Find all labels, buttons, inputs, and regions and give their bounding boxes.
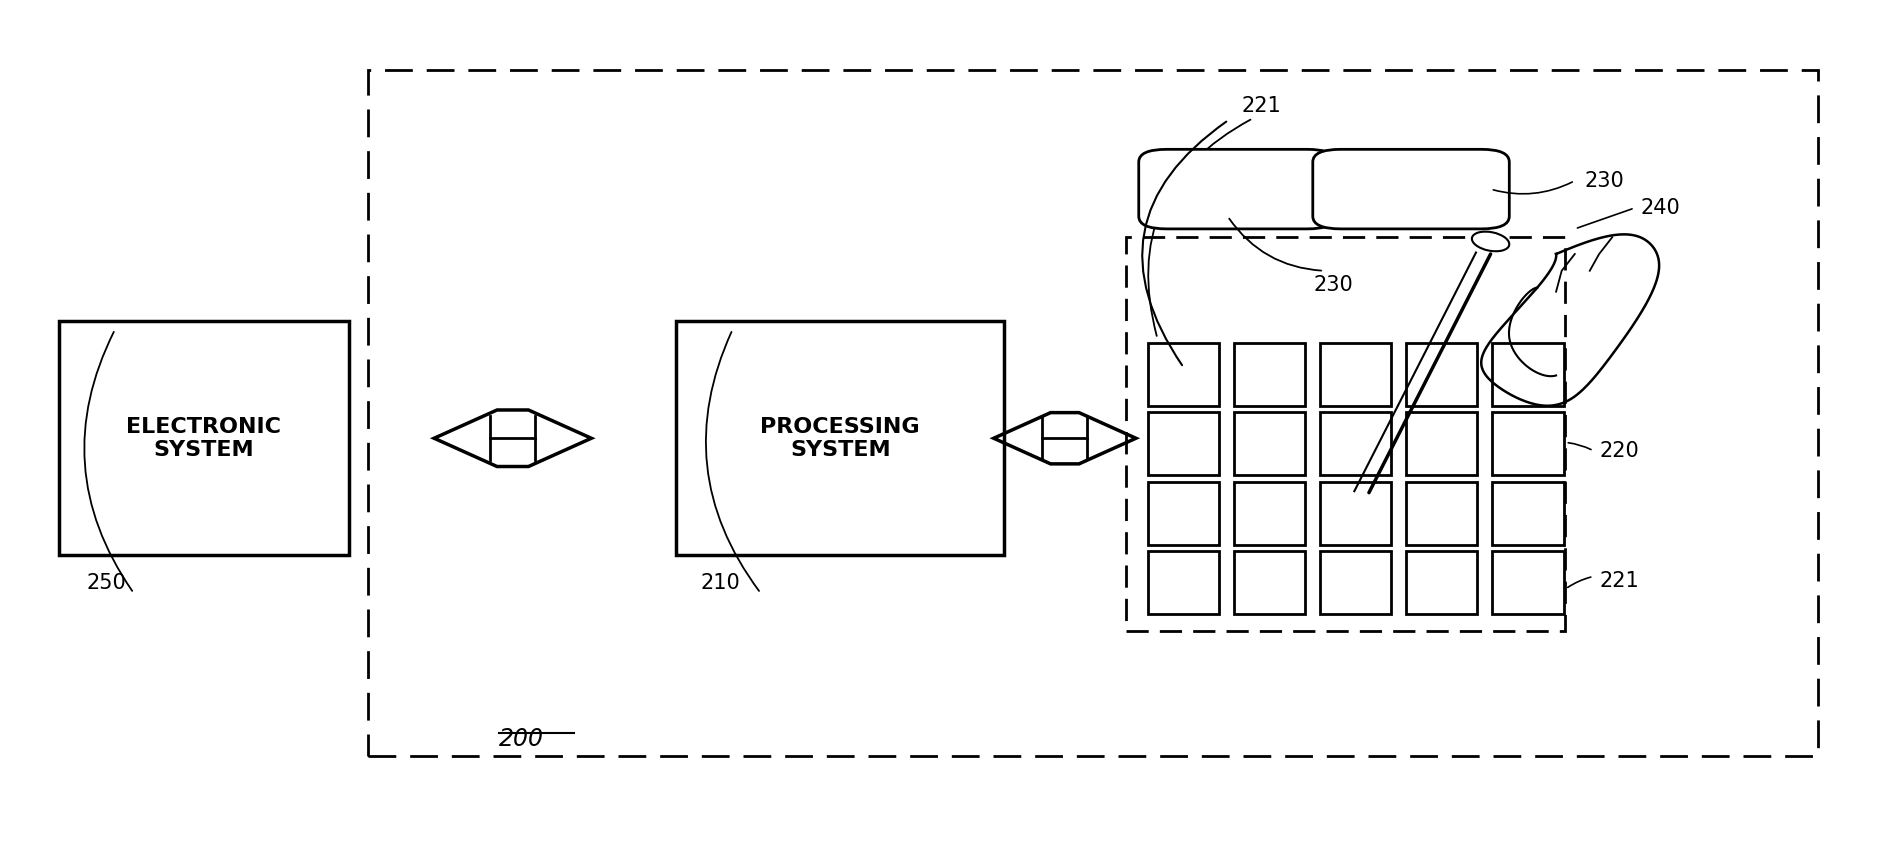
Text: 240: 240 <box>1640 198 1680 218</box>
Text: ELECTRONIC
SYSTEM: ELECTRONIC SYSTEM <box>126 416 282 459</box>
Bar <box>1406 412 1477 475</box>
Bar <box>1320 412 1391 475</box>
Text: 220: 220 <box>1599 441 1639 461</box>
Bar <box>1149 412 1220 475</box>
Text: 230: 230 <box>1584 171 1624 191</box>
Bar <box>1320 482 1391 545</box>
Bar <box>1149 482 1220 545</box>
Text: 230: 230 <box>1314 275 1353 295</box>
Bar <box>1320 343 1391 405</box>
Text: 200: 200 <box>499 728 544 751</box>
Bar <box>1492 551 1564 614</box>
Text: 221: 221 <box>1243 96 1282 115</box>
Bar <box>1492 412 1564 475</box>
Bar <box>1126 237 1565 631</box>
Bar <box>1235 551 1305 614</box>
Text: 250: 250 <box>86 573 128 593</box>
Bar <box>368 70 1819 756</box>
Bar <box>1406 551 1477 614</box>
Bar <box>1320 551 1391 614</box>
Bar <box>1492 343 1564 405</box>
Text: PROCESSING
SYSTEM: PROCESSING SYSTEM <box>760 416 920 459</box>
Text: 221: 221 <box>1599 571 1639 591</box>
Bar <box>676 321 1004 556</box>
Bar <box>58 321 349 556</box>
Bar <box>1406 343 1477 405</box>
Bar <box>1235 482 1305 545</box>
Bar <box>1149 551 1220 614</box>
Bar <box>1406 482 1477 545</box>
Bar <box>1492 482 1564 545</box>
FancyBboxPatch shape <box>1139 149 1335 229</box>
Ellipse shape <box>1472 232 1509 251</box>
Text: 210: 210 <box>700 573 741 593</box>
Bar <box>1235 343 1305 405</box>
Bar <box>1149 343 1220 405</box>
Bar <box>1235 412 1305 475</box>
FancyBboxPatch shape <box>1312 149 1509 229</box>
